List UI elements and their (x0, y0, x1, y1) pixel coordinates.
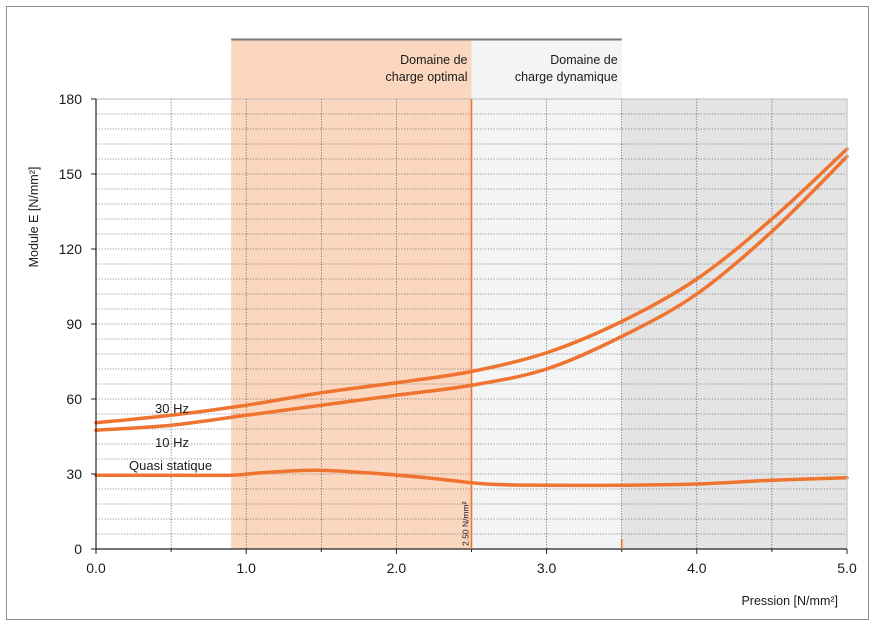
x-tick-label: 3.0 (537, 560, 557, 576)
series-label-1: 10 Hz (155, 435, 189, 450)
x-tick-label: 5.0 (837, 560, 857, 576)
chart-frame: Domaine de charge optimal Domaine de charge… (6, 6, 869, 620)
axes-layer (91, 98, 848, 554)
y-tick-label: 120 (59, 241, 83, 257)
series-line-2 (94, 468, 849, 488)
chart-canvas: Domaine de charge optimal Domaine de charge… (27, 38, 857, 608)
series-layer (94, 147, 849, 488)
y-axis-label: Module E [N/mm²] (27, 167, 41, 268)
region-label-1-line1: Domaine de (550, 53, 617, 67)
marker-label: 2.50 N/mm² (461, 501, 471, 546)
x-tick-label: 4.0 (687, 560, 707, 576)
y-tick-label: 180 (59, 91, 83, 107)
x-tick-label: 1.0 (236, 560, 256, 576)
region-label-0-line1: Domaine de (400, 53, 467, 67)
y-tick-label: 30 (66, 466, 82, 482)
x-axis-label: Pression [N/mm²] (741, 594, 838, 608)
series-line-1 (94, 154, 849, 432)
y-tick-label: 0 (74, 541, 82, 557)
y-tick-label: 150 (59, 166, 83, 182)
series-label-2: Quasi statique (129, 458, 212, 473)
y-tick-label: 90 (66, 316, 82, 332)
region-label-1-line2: charge dynamique (515, 70, 618, 84)
series-line-0 (94, 147, 849, 425)
x-tick-label: 0.0 (86, 560, 106, 576)
x-tick-label: 2.0 (387, 560, 407, 576)
series-label-0: 30 Hz (155, 401, 189, 416)
region-label-0-line2: charge optimal (386, 70, 468, 84)
labels-layer: Domaine de charge optimal Domaine de charge… (27, 53, 857, 608)
y-tick-label: 60 (66, 391, 82, 407)
